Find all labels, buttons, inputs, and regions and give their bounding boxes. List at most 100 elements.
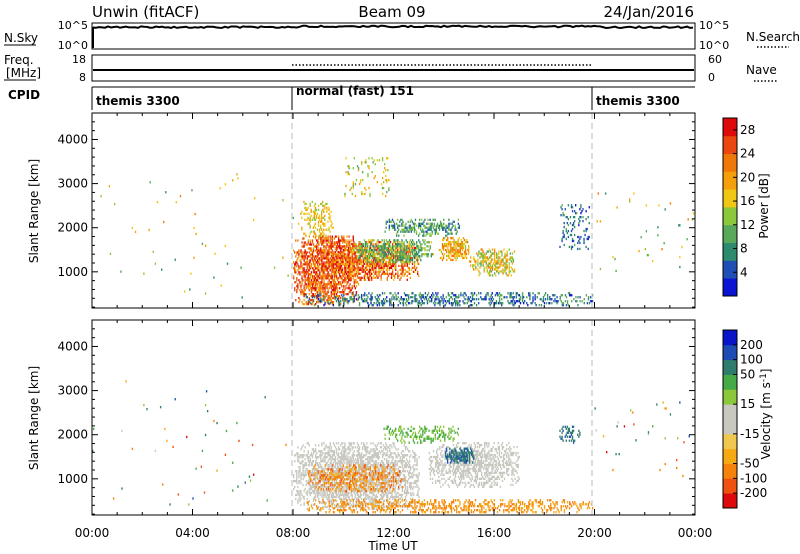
power-cell xyxy=(339,302,341,305)
power-cell xyxy=(490,298,492,301)
power-cell xyxy=(352,252,354,256)
power-cell xyxy=(317,249,319,252)
velocity-cell xyxy=(343,460,345,463)
power-cell xyxy=(348,300,350,303)
power-cell xyxy=(456,230,458,233)
velocity-cell xyxy=(340,452,342,455)
power-cell xyxy=(418,247,420,250)
cpid-segment-2: normal (fast) 151 xyxy=(296,84,414,98)
velocity-cell xyxy=(336,470,339,473)
power-cell xyxy=(378,304,381,307)
velocity-cell xyxy=(341,493,343,497)
velocity-cell xyxy=(340,497,342,501)
power-cell xyxy=(570,229,573,233)
power-cell xyxy=(440,224,443,227)
power-cell xyxy=(570,245,573,249)
power-cell xyxy=(389,220,392,223)
power-cell xyxy=(417,245,419,248)
power-cell xyxy=(337,239,340,242)
power-cell xyxy=(412,300,414,303)
power-cell xyxy=(378,249,380,252)
power-cell xyxy=(149,181,151,184)
power-cell xyxy=(542,298,545,301)
power-cell xyxy=(425,226,427,229)
velocity-cell xyxy=(326,471,328,475)
velocity-cell xyxy=(349,444,351,447)
power-cell xyxy=(358,302,361,305)
velocity-cell xyxy=(326,456,328,459)
power-cell xyxy=(360,276,362,279)
power-cell xyxy=(320,277,322,280)
power-cell xyxy=(345,293,347,296)
power-cell xyxy=(484,296,486,299)
power-cell xyxy=(325,283,327,286)
velocity-cell xyxy=(296,473,298,477)
power-cell xyxy=(315,216,318,219)
power-cell xyxy=(409,224,411,227)
power-cell xyxy=(295,239,297,242)
power-cell xyxy=(373,251,375,254)
power-cell xyxy=(304,251,306,254)
power-cell xyxy=(384,245,387,248)
power-cell xyxy=(486,264,488,267)
power-cell xyxy=(332,257,335,260)
power-cell xyxy=(327,289,329,292)
power-cell xyxy=(328,226,330,229)
power-cell xyxy=(388,248,391,252)
power-cell xyxy=(313,218,316,221)
power-cell xyxy=(351,285,353,288)
power-cell xyxy=(364,270,367,274)
power-cell xyxy=(408,224,410,227)
power-cell xyxy=(583,237,585,241)
power-cell xyxy=(386,268,389,272)
power-cell xyxy=(369,272,372,275)
power-cell xyxy=(429,234,431,237)
power-cell xyxy=(374,174,376,178)
velocity-cell xyxy=(337,462,340,465)
power-cell xyxy=(355,247,357,250)
power-cell xyxy=(303,245,305,248)
power-cell xyxy=(337,294,340,298)
power-cell xyxy=(325,245,327,248)
power-cell xyxy=(402,268,404,272)
velocity-cell xyxy=(341,442,343,445)
power-cell xyxy=(367,165,369,168)
power-cell xyxy=(366,246,369,250)
power-cell xyxy=(429,224,431,227)
power-cell xyxy=(482,258,484,261)
power-cell xyxy=(489,274,492,277)
power-cell xyxy=(423,247,425,250)
power-cell xyxy=(377,245,379,248)
power-cell xyxy=(345,285,347,288)
power-cell xyxy=(324,267,326,270)
power-cell xyxy=(343,237,345,240)
power-cell xyxy=(302,263,304,266)
velocity-cell xyxy=(313,489,316,493)
velocity-cell xyxy=(318,493,320,497)
power-cell xyxy=(220,284,222,287)
power-cell xyxy=(375,266,377,270)
velocity-cell xyxy=(312,468,315,471)
power-cell xyxy=(355,267,358,270)
power-cell xyxy=(193,256,195,259)
power-cell xyxy=(536,296,538,299)
velocity-cell xyxy=(298,481,300,485)
power-cell xyxy=(477,260,479,263)
velocity-cell xyxy=(300,503,302,507)
power-cell xyxy=(518,298,521,301)
power-cell xyxy=(352,250,354,254)
power-cell xyxy=(328,267,330,270)
velocity-cell xyxy=(294,479,296,483)
power-cell xyxy=(507,292,509,295)
power-cell xyxy=(334,259,337,262)
power-cell xyxy=(315,287,318,290)
power-cell xyxy=(312,269,315,272)
velocity-cell xyxy=(354,493,357,497)
velocity-cell xyxy=(320,458,322,461)
velocity-cell xyxy=(344,442,346,445)
power-cell xyxy=(496,260,498,263)
power-cell xyxy=(505,264,507,267)
power-cell xyxy=(401,270,403,274)
power-cell xyxy=(391,261,394,264)
